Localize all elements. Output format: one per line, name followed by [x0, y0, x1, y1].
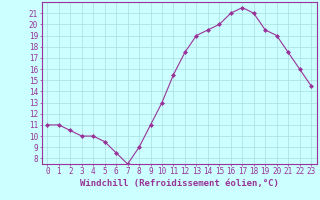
- X-axis label: Windchill (Refroidissement éolien,°C): Windchill (Refroidissement éolien,°C): [80, 179, 279, 188]
